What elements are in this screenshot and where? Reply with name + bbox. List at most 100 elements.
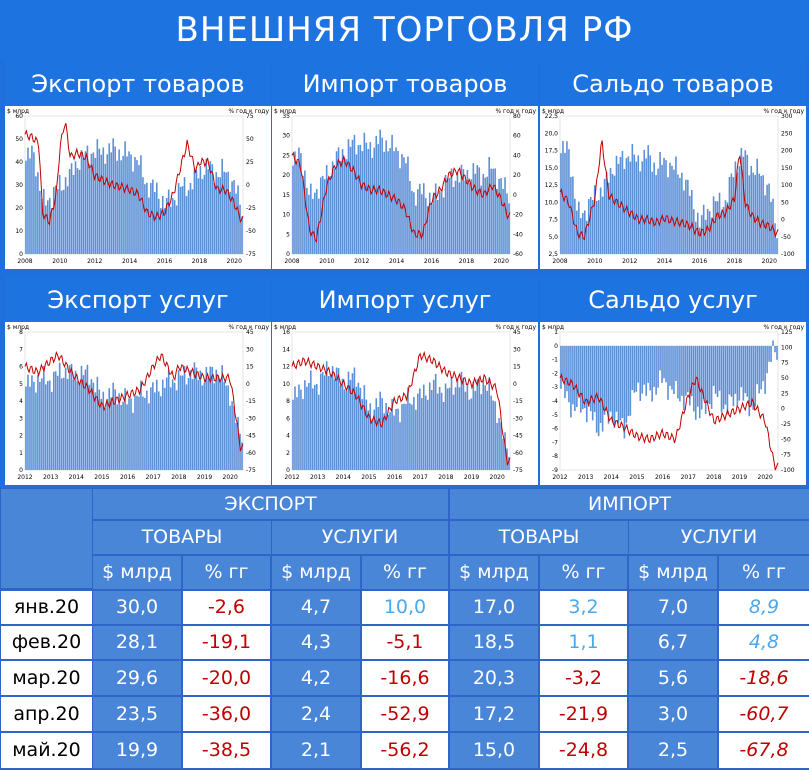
- y-left-tick: -8: [552, 453, 558, 460]
- bar: [213, 383, 216, 470]
- bar: [229, 191, 231, 254]
- bar: [673, 345, 675, 394]
- bar: [173, 382, 176, 470]
- bar: [655, 175, 657, 254]
- bar: [754, 175, 757, 254]
- bar: [187, 378, 190, 470]
- y-right-tick: 15: [246, 364, 254, 371]
- bar: [96, 376, 99, 470]
- y-left-tick: -4: [552, 398, 558, 405]
- right-unit-label: % год к году: [495, 324, 536, 331]
- bar: [199, 166, 202, 254]
- bar: [142, 396, 144, 470]
- bar: [209, 161, 212, 254]
- bar: [582, 212, 584, 254]
- y-right-tick: 0: [246, 182, 250, 189]
- bar: [760, 345, 762, 390]
- y-left-tick: 20,0: [545, 130, 559, 137]
- bar: [292, 165, 294, 254]
- bar: [74, 370, 77, 470]
- bar: [464, 391, 467, 470]
- x-tick: 2013: [43, 474, 58, 481]
- bar: [233, 180, 235, 254]
- bar: [647, 345, 649, 383]
- bar: [440, 392, 443, 470]
- y-right-tick: 100: [781, 344, 793, 351]
- bar: [90, 379, 93, 470]
- table-cell: 18,5: [450, 626, 538, 659]
- bar: [361, 151, 364, 254]
- bar: [419, 183, 421, 254]
- bar: [490, 395, 492, 470]
- bar: [587, 345, 590, 407]
- bar: [574, 345, 576, 411]
- y-left-tick: 0: [286, 251, 290, 258]
- bar: [60, 190, 63, 254]
- table-cell: -38,5: [183, 733, 270, 768]
- bar: [434, 183, 437, 254]
- y-left-tick: 22,5: [545, 113, 559, 120]
- bar: [397, 408, 399, 470]
- y-left-tick: 6: [286, 415, 290, 422]
- bar: [163, 208, 166, 254]
- x-tick: 2020: [494, 258, 509, 265]
- bar: [122, 401, 124, 470]
- y-left-tick: 14: [282, 346, 290, 353]
- bar: [78, 384, 81, 470]
- bar: [468, 399, 471, 470]
- x-tick: 2017: [413, 474, 428, 481]
- bar: [357, 382, 360, 470]
- bar: [104, 408, 107, 470]
- bar: [611, 173, 614, 254]
- x-tick: 2016: [387, 474, 402, 481]
- y-left-tick: 5: [286, 231, 290, 238]
- bar: [347, 371, 350, 470]
- bar: [353, 134, 356, 254]
- bar: [76, 381, 79, 470]
- bar: [221, 365, 223, 470]
- bar: [637, 345, 640, 383]
- bar: [730, 345, 733, 397]
- bar: [393, 415, 395, 470]
- y-left-tick: 2: [19, 433, 23, 440]
- table-cell: 2,1: [272, 733, 360, 768]
- y-left-tick: 5: [19, 381, 23, 388]
- bar: [25, 160, 27, 254]
- bar: [292, 399, 294, 470]
- bar: [357, 145, 360, 254]
- bar: [351, 373, 354, 470]
- column-header: % гг: [540, 556, 627, 589]
- bar: [758, 345, 760, 394]
- bar: [494, 401, 496, 470]
- bar: [64, 367, 67, 470]
- subgroup-header: УСЛУГИ: [272, 521, 448, 554]
- bar: [639, 345, 642, 401]
- bar: [138, 165, 140, 254]
- bar: [599, 187, 602, 254]
- bar: [231, 401, 233, 470]
- bar: [304, 380, 306, 470]
- table-cell: -19,1: [183, 626, 270, 659]
- bar: [341, 149, 344, 254]
- bar: [409, 403, 411, 470]
- bar: [774, 223, 776, 254]
- bar: [617, 163, 620, 254]
- bar: [714, 345, 717, 394]
- bar: [373, 147, 376, 254]
- bar: [589, 197, 592, 254]
- bar: [432, 379, 435, 470]
- bar: [643, 345, 646, 385]
- bar: [675, 345, 677, 382]
- bar: [712, 196, 715, 254]
- bar: [476, 164, 479, 254]
- bar: [72, 174, 75, 254]
- table-cell: -2,6: [183, 591, 270, 624]
- table-cell: 8,9: [719, 591, 809, 624]
- x-tick: 2018: [192, 258, 207, 265]
- bar: [136, 160, 138, 254]
- bar: [641, 345, 644, 394]
- bar: [225, 385, 227, 470]
- bar: [367, 410, 370, 470]
- bar: [171, 379, 174, 470]
- x-tick: 2019: [197, 474, 212, 481]
